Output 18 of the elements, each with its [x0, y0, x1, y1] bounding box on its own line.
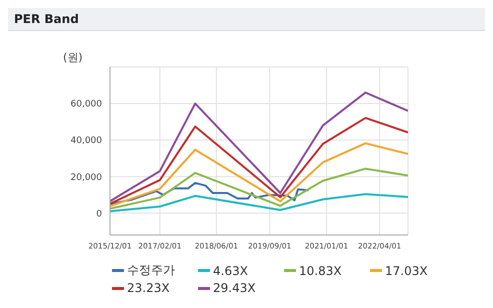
y-tick-label: 0: [96, 209, 102, 220]
line-series: [110, 116, 408, 205]
y-tick-label: 40,000: [70, 136, 102, 146]
line-series: [110, 182, 310, 205]
legend-label: 23.23X: [127, 281, 170, 295]
legend-label: 17.03X: [385, 264, 428, 278]
line-series: [110, 168, 408, 210]
chart-title: PER Band: [8, 8, 485, 31]
legend-label: 10.83X: [299, 264, 342, 278]
legend-label: 29.43X: [213, 281, 256, 295]
line-series: [110, 142, 408, 208]
legend-label: 수정주가: [127, 262, 175, 279]
line-series: [110, 193, 408, 212]
y-axis-title: (원): [63, 50, 83, 65]
y-tick-label: 60,000: [70, 100, 102, 110]
line-series: [110, 92, 408, 202]
legend-label: 4.63X: [213, 264, 248, 278]
y-tick-label: 20,000: [70, 172, 102, 183]
